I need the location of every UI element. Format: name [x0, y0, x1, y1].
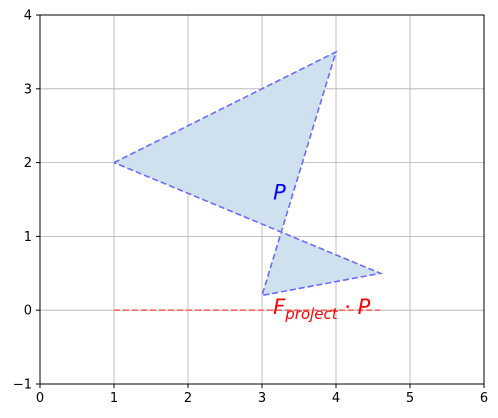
y-tick-label: 1	[24, 230, 32, 245]
label-P: P	[273, 181, 286, 205]
x-axis: 0 1 2 3 4 5 6	[36, 384, 488, 406]
annotations: P Fproject · P	[273, 181, 371, 323]
y-tick-label: 0	[24, 304, 32, 319]
x-tick-label: 1	[110, 391, 118, 406]
y-tick-label: 3	[24, 82, 32, 97]
y-tick-label: −1	[13, 378, 32, 393]
polygon-P-fill	[114, 51, 381, 296]
plot-shapes	[113, 50, 384, 312]
label-F-project-P: Fproject · P	[273, 295, 371, 323]
x-tick-label: 0	[36, 391, 44, 406]
y-tick-label: 2	[24, 156, 32, 171]
y-axis: −1 0 1 2 3 4	[13, 9, 40, 393]
polygon-P-outline	[113, 50, 384, 297]
y-tick-label: 4	[24, 9, 32, 24]
x-tick-label: 5	[406, 391, 414, 406]
x-tick-label: 3	[258, 391, 266, 406]
x-tick-label: 4	[332, 391, 340, 406]
x-tick-label: 6	[480, 391, 488, 406]
x-tick-label: 2	[184, 391, 192, 406]
